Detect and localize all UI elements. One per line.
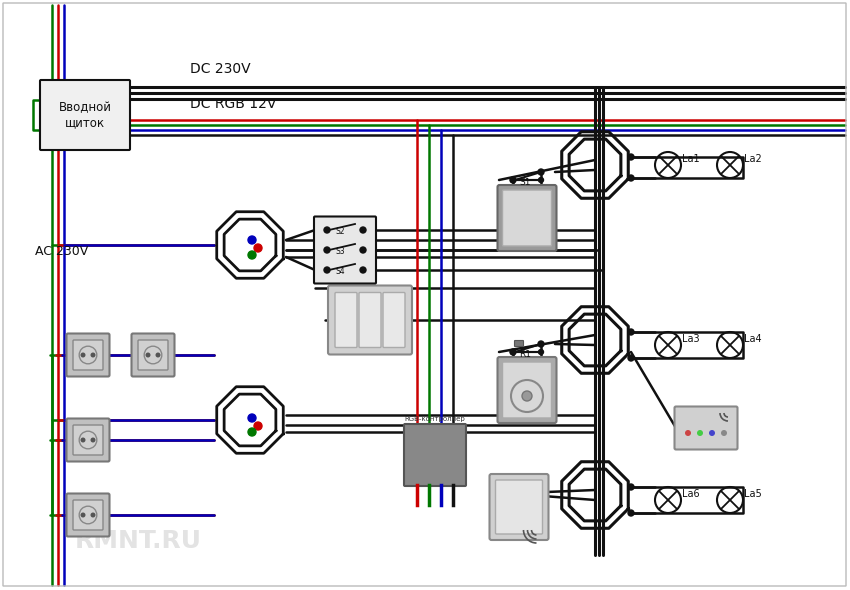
Circle shape — [324, 247, 330, 253]
Text: La3: La3 — [682, 334, 700, 344]
Text: La6: La6 — [682, 489, 700, 499]
FancyBboxPatch shape — [335, 293, 357, 348]
FancyBboxPatch shape — [132, 333, 174, 376]
FancyBboxPatch shape — [66, 418, 110, 461]
Circle shape — [90, 438, 95, 442]
Circle shape — [248, 236, 256, 244]
Circle shape — [628, 510, 634, 516]
Circle shape — [628, 484, 634, 490]
Circle shape — [628, 355, 634, 361]
Text: RGB-контроллер: RGB-контроллер — [405, 416, 465, 422]
Circle shape — [360, 227, 366, 233]
Circle shape — [360, 267, 366, 273]
FancyBboxPatch shape — [514, 340, 524, 346]
FancyBboxPatch shape — [66, 333, 110, 376]
Circle shape — [156, 352, 161, 358]
FancyBboxPatch shape — [675, 407, 738, 450]
FancyBboxPatch shape — [314, 217, 376, 284]
FancyBboxPatch shape — [497, 357, 557, 423]
Circle shape — [81, 352, 86, 358]
Circle shape — [709, 430, 715, 436]
Circle shape — [522, 391, 532, 401]
FancyBboxPatch shape — [383, 293, 405, 348]
Circle shape — [510, 177, 516, 183]
FancyBboxPatch shape — [138, 340, 168, 370]
Circle shape — [510, 349, 516, 355]
Circle shape — [360, 247, 366, 253]
Circle shape — [539, 178, 543, 182]
Circle shape — [254, 244, 262, 252]
FancyBboxPatch shape — [73, 340, 103, 370]
Circle shape — [721, 430, 727, 436]
Text: S3: S3 — [335, 247, 345, 256]
FancyBboxPatch shape — [40, 80, 130, 150]
Circle shape — [254, 422, 262, 430]
Text: Вводной
щиток: Вводной щиток — [59, 101, 111, 129]
FancyBboxPatch shape — [66, 493, 110, 536]
Text: AC 230V: AC 230V — [35, 245, 88, 258]
FancyBboxPatch shape — [502, 362, 552, 418]
Text: La1: La1 — [682, 154, 700, 164]
Circle shape — [511, 178, 515, 182]
Circle shape — [628, 175, 634, 181]
FancyBboxPatch shape — [496, 480, 542, 534]
Text: La5: La5 — [744, 489, 762, 499]
Circle shape — [538, 341, 544, 347]
Text: La2: La2 — [744, 154, 762, 164]
Text: S1: S1 — [519, 178, 530, 187]
Circle shape — [90, 352, 95, 358]
FancyBboxPatch shape — [490, 474, 548, 540]
Text: S2: S2 — [335, 227, 345, 236]
FancyBboxPatch shape — [404, 424, 466, 486]
Text: DC 230V: DC 230V — [190, 62, 251, 76]
Circle shape — [324, 227, 330, 233]
Circle shape — [628, 154, 634, 160]
Text: R1: R1 — [519, 350, 531, 359]
FancyBboxPatch shape — [497, 185, 557, 251]
Text: DC RGB 12V: DC RGB 12V — [190, 97, 276, 111]
FancyBboxPatch shape — [73, 425, 103, 455]
Circle shape — [538, 169, 544, 175]
Circle shape — [90, 513, 95, 517]
Circle shape — [539, 349, 543, 355]
FancyBboxPatch shape — [328, 286, 412, 355]
FancyBboxPatch shape — [359, 293, 381, 348]
Text: S4: S4 — [335, 267, 345, 276]
Text: La4: La4 — [744, 334, 762, 344]
Circle shape — [248, 428, 256, 436]
Circle shape — [248, 251, 256, 259]
Circle shape — [324, 267, 330, 273]
Circle shape — [697, 430, 703, 436]
FancyBboxPatch shape — [502, 190, 552, 246]
Circle shape — [685, 430, 691, 436]
Circle shape — [628, 329, 634, 335]
Circle shape — [81, 513, 86, 517]
Text: RMNT.RU: RMNT.RU — [75, 529, 202, 553]
Circle shape — [81, 438, 86, 442]
FancyBboxPatch shape — [73, 500, 103, 530]
Circle shape — [145, 352, 150, 358]
Circle shape — [248, 414, 256, 422]
Circle shape — [511, 349, 515, 355]
